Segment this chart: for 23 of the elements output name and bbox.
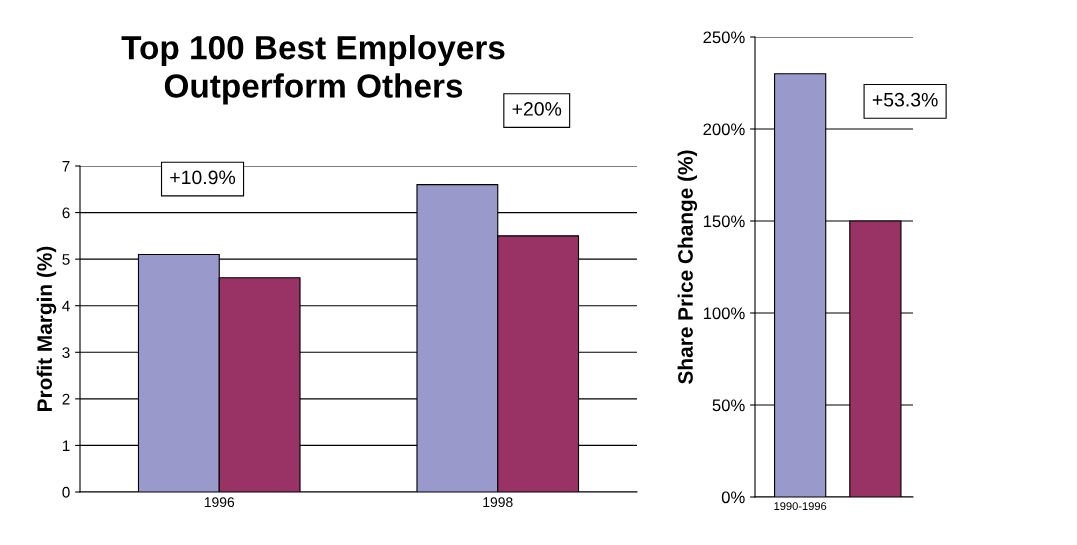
x-tick-label: 1990-1996 — [774, 502, 827, 511]
y-axis-title: Share Price Change (%) — [677, 150, 698, 384]
chart-title: Top 100 Best Employers Outperform Others — [121, 35, 505, 105]
annotation: +53.3% — [872, 92, 938, 107]
x-tick-label: 1998 — [483, 497, 513, 508]
y-tick-label: 200% — [703, 123, 745, 136]
y-tick-label: 6 — [62, 207, 70, 219]
y-tick-label: 150% — [703, 215, 745, 228]
y-tick-label: 250% — [703, 31, 745, 44]
y-tick-label: 0% — [721, 491, 745, 504]
text: +20% — [512, 102, 562, 116]
annotation: +10.9% — [170, 170, 236, 185]
y-tick-label: 0 — [62, 486, 70, 498]
y-tick-label: 100% — [703, 307, 745, 320]
y-tick-label: 50% — [712, 399, 745, 412]
x-tick-label: 1996 — [204, 497, 235, 508]
y-tick-label: 2 — [62, 393, 70, 405]
y-tick-label: 3 — [62, 347, 70, 358]
y-tick-label: 7 — [62, 161, 70, 172]
y-axis-title: Profit Margin (%) — [36, 246, 57, 411]
y-tick-label: 4 — [62, 300, 70, 312]
y-tick-label: 1 — [62, 440, 70, 451]
y-tick-label: 5 — [62, 254, 70, 265]
